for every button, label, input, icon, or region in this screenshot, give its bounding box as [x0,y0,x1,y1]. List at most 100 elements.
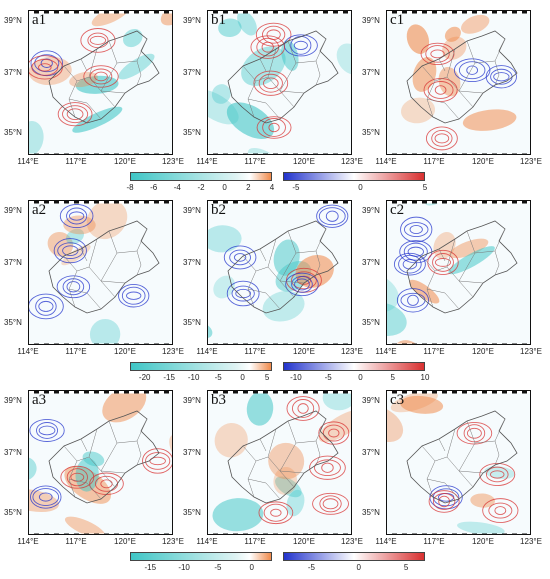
anomaly-fill [281,40,299,71]
frame-tick [59,153,64,154]
frame-tick [114,201,119,204]
colorbar-tick: -5 [307,563,315,572]
frame-tick [233,201,238,204]
frame-tick [477,391,482,394]
contour-line [328,428,340,438]
frame-tick [79,343,84,344]
frame-tick [328,201,333,204]
frame-tick [512,11,517,14]
anomaly-fill [318,409,351,443]
contour-line [145,452,171,470]
frame-tick [54,153,59,154]
map-frame [386,200,531,345]
frame-tick [482,533,487,534]
frame-tick [139,533,144,534]
frame-tick [293,391,298,394]
colorbar-tick: -10 [187,373,200,382]
frame-tick [54,201,59,204]
contour-line [261,41,274,53]
frame-tick [169,201,172,204]
frame-tick [263,201,268,204]
frame-tick [94,201,99,204]
frame-tick [114,153,119,154]
county-boundary [259,248,267,262]
contour-line [66,207,88,225]
frame-tick [109,343,114,344]
anomaly-fill [246,391,274,426]
frame-tick [89,153,94,154]
lat-label: 37°N [183,258,201,267]
frame-tick [318,533,323,534]
frame-tick [94,153,99,154]
anomaly-fill [226,102,275,139]
anomaly-fill [400,395,444,414]
lat-label: 37°N [183,448,201,457]
frame-tick [263,343,268,344]
contour-line [262,77,279,90]
frame-tick [293,153,298,154]
frame-tick [308,533,313,534]
frame-tick [432,391,437,394]
frame-tick [104,201,109,204]
frame-tick [462,343,467,344]
frame-tick [452,153,457,154]
frame-tick [417,11,422,14]
frame-tick [397,153,402,154]
county-boundary [438,438,446,452]
lat-label: 37°N [362,68,380,77]
frame-tick [218,533,223,534]
frame-tick [407,11,412,14]
frame-tick [522,201,527,204]
frame-tick [248,343,253,344]
frame-tick [472,11,477,14]
frame-tick [442,343,447,344]
county-boundary [438,248,446,262]
frame-tick [467,533,472,534]
frame-tick [412,153,417,154]
lon-label: 123°E [162,537,184,546]
frame-tick [278,391,283,394]
frame-tick [293,533,298,534]
frame-tick [432,533,437,534]
frame-tick [228,153,233,154]
frame-tick [482,343,487,344]
frame-tick [49,11,54,14]
frame-tick [74,153,79,154]
frame-tick [323,533,328,534]
frame-tick [387,201,392,204]
anomaly-fill [63,215,96,235]
anomaly-fill [123,29,143,48]
frame-tick [253,533,258,534]
frame-tick [512,201,517,204]
frame-tick [164,391,169,394]
frame-tick [427,343,432,344]
frame-tick [258,533,263,534]
frame-tick [119,391,124,394]
county-boundary [242,428,277,462]
lon-label: 123°E [520,537,542,546]
frame-tick [507,201,512,204]
frame-tick [94,533,99,534]
frame-tick [402,343,407,344]
frame-tick [129,343,134,344]
frame-tick [497,533,502,534]
map-frame [207,10,352,155]
contour-line [62,105,89,124]
frame-tick [44,533,49,534]
frame-tick [144,11,149,14]
panel-label: a2 [32,202,47,218]
frame-tick [164,153,169,154]
province-boundary [227,30,339,124]
county-boundary [116,418,148,444]
fill-colorbar [130,552,272,561]
frame-tick [84,391,89,394]
frame-tick [328,153,333,154]
contour-line [36,422,59,439]
county-boundary [63,428,98,462]
anomaly-fill [29,457,37,481]
frame-tick [129,533,134,534]
lon-label: 123°E [162,157,184,166]
lon-label: 114°E [196,537,218,546]
frame-tick [39,533,44,534]
frame-tick [149,153,154,154]
